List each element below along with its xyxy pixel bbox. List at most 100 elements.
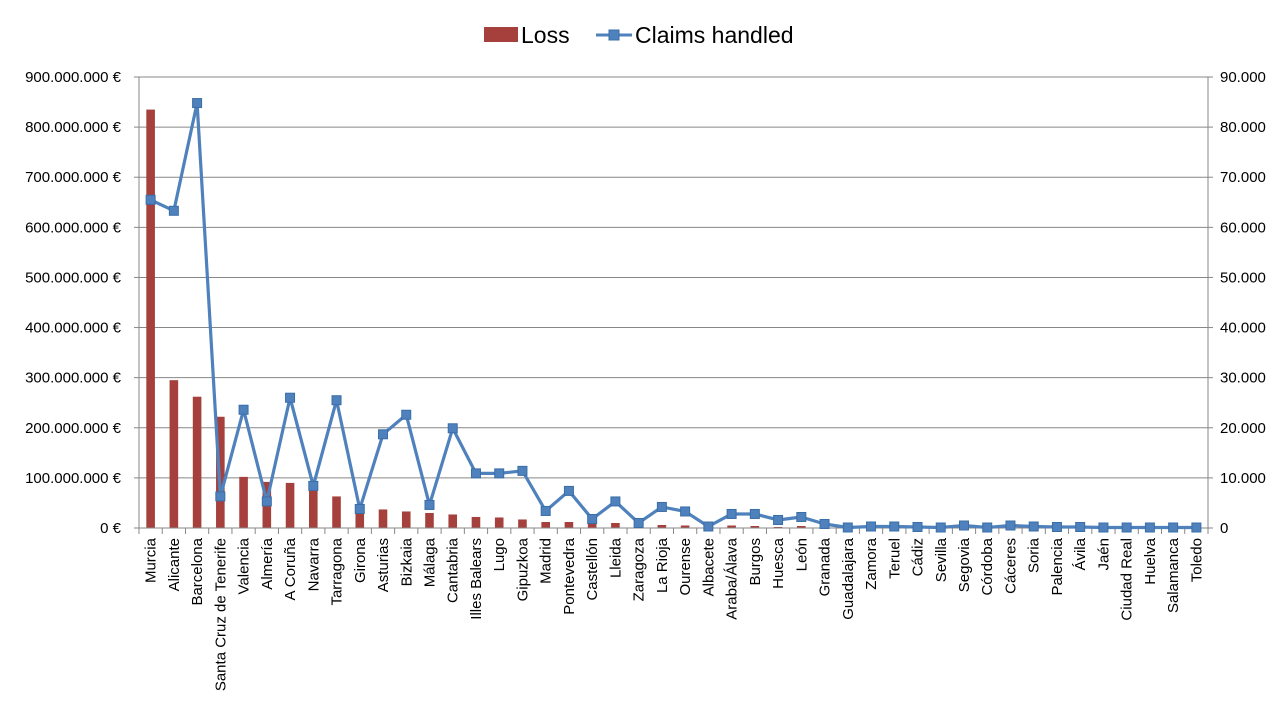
bar-loss xyxy=(448,514,457,528)
x-tick-label: Asturias xyxy=(375,538,392,592)
point-claims xyxy=(657,502,666,511)
y-tick-label: 500.000.000 € xyxy=(25,269,122,286)
point-claims xyxy=(750,509,759,518)
point-claims xyxy=(959,521,968,530)
y-tick-label: 800.000.000 € xyxy=(25,119,122,136)
x-tick-label: Cantabria xyxy=(445,537,462,603)
point-claims xyxy=(704,522,713,531)
point-claims xyxy=(262,497,271,506)
point-claims xyxy=(402,410,411,419)
x-tick-label: A Coruña xyxy=(282,537,299,600)
bar-loss xyxy=(611,523,620,528)
x-tick-label: Gipuzkoa xyxy=(514,537,531,601)
bar-loss xyxy=(379,509,388,528)
x-tick-label: Guadalajara xyxy=(840,537,857,619)
point-claims xyxy=(1169,523,1178,532)
point-claims xyxy=(611,497,620,506)
y-tick-label: 200.000.000 € xyxy=(25,420,122,437)
point-claims xyxy=(471,469,480,478)
y-axis-left-ticks: 0 € 100.000.000 € 200.000.000 € 300.000.000… xyxy=(25,69,122,537)
x-tick-label: Cáceres xyxy=(1002,538,1019,594)
x-tick-label: Málaga xyxy=(421,537,438,587)
point-claims xyxy=(843,523,852,532)
bar-series-loss xyxy=(146,110,1200,528)
x-tick-label: Zamora xyxy=(863,537,880,589)
y-axis-right-ticks: 010.00020.00030.00040.00050.00060.00070.… xyxy=(1220,69,1266,537)
x-tick-label: Huelva xyxy=(1142,537,1159,584)
y2-tick-label: 0 xyxy=(1220,520,1228,537)
point-claims xyxy=(797,512,806,521)
bar-loss xyxy=(239,477,248,528)
x-tick-label: Ávila xyxy=(1072,537,1089,570)
x-tick-label: Bizkaia xyxy=(398,537,415,586)
x-tick-label: Navarra xyxy=(305,537,322,591)
point-claims xyxy=(867,522,876,531)
y-tick-label: 600.000.000 € xyxy=(25,219,122,236)
line-series-claims xyxy=(146,99,1201,532)
x-tick-label: Sevilla xyxy=(933,537,950,582)
bar-loss xyxy=(402,511,411,528)
y-tick-label: 300.000.000 € xyxy=(25,370,122,387)
x-tick-label: Segovia xyxy=(956,537,973,592)
legend-label-claims: Claims handled xyxy=(635,22,794,48)
axes xyxy=(134,77,1213,534)
x-tick-label: Araba/Álava xyxy=(724,537,741,619)
point-claims xyxy=(169,206,178,215)
bar-loss xyxy=(332,496,341,528)
x-tick-label: Pontevedra xyxy=(561,537,578,614)
bar-loss xyxy=(146,110,155,528)
x-tick-label: Granada xyxy=(817,537,834,596)
point-claims xyxy=(913,522,922,531)
y2-tick-label: 40.000 xyxy=(1220,320,1266,337)
y-tick-label: 900.000.000 € xyxy=(25,69,122,86)
x-tick-label: Burgos xyxy=(747,538,764,586)
x-tick-label: Barcelona xyxy=(189,537,206,605)
point-claims xyxy=(309,481,318,490)
point-claims xyxy=(425,500,434,509)
point-claims xyxy=(983,523,992,532)
x-tick-label: Albacete xyxy=(700,538,717,596)
bar-loss xyxy=(495,517,504,528)
y2-tick-label: 90.000 xyxy=(1220,69,1266,86)
point-claims xyxy=(1029,522,1038,531)
x-tick-label: Córdoba xyxy=(979,537,996,595)
x-tick-label: Girona xyxy=(352,537,369,583)
x-tick-label: Toledo xyxy=(1188,538,1205,582)
point-claims xyxy=(890,522,899,531)
point-claims xyxy=(239,405,248,414)
y2-tick-label: 50.000 xyxy=(1220,269,1266,286)
bar-loss xyxy=(425,513,434,528)
y2-tick-label: 60.000 xyxy=(1220,219,1266,236)
x-tick-label: Palencia xyxy=(1049,537,1066,595)
point-claims xyxy=(564,486,573,495)
point-claims xyxy=(495,469,504,478)
y-tick-label: 700.000.000 € xyxy=(25,169,122,186)
point-claims xyxy=(216,492,225,501)
y-tick-label: 0 € xyxy=(100,520,122,537)
x-tick-label: La Rioja xyxy=(654,537,671,593)
point-claims xyxy=(1122,523,1131,532)
y2-tick-label: 20.000 xyxy=(1220,420,1266,437)
bar-loss xyxy=(518,519,527,528)
y2-tick-label: 30.000 xyxy=(1220,370,1266,387)
x-tick-label: Illes Balears xyxy=(468,538,485,620)
bar-loss xyxy=(472,517,481,528)
y2-tick-label: 10.000 xyxy=(1220,470,1266,487)
y-tick-label: 100.000.000 € xyxy=(25,470,122,487)
point-claims xyxy=(286,393,295,402)
x-tick-label: Tarragona xyxy=(329,537,346,605)
x-tick-label: Jaén xyxy=(1095,538,1112,571)
bar-loss xyxy=(286,483,295,528)
point-claims xyxy=(1006,521,1015,530)
point-claims xyxy=(448,424,457,433)
x-tick-label: León xyxy=(793,538,810,571)
legend-label-loss: Loss xyxy=(521,22,570,48)
x-tick-label: Castellón xyxy=(584,538,601,601)
bar-loss xyxy=(541,522,550,528)
x-tick-label: Lugo xyxy=(491,538,508,571)
legend: Loss Claims handled xyxy=(484,22,794,48)
bar-loss xyxy=(193,397,202,528)
point-claims xyxy=(193,99,202,108)
